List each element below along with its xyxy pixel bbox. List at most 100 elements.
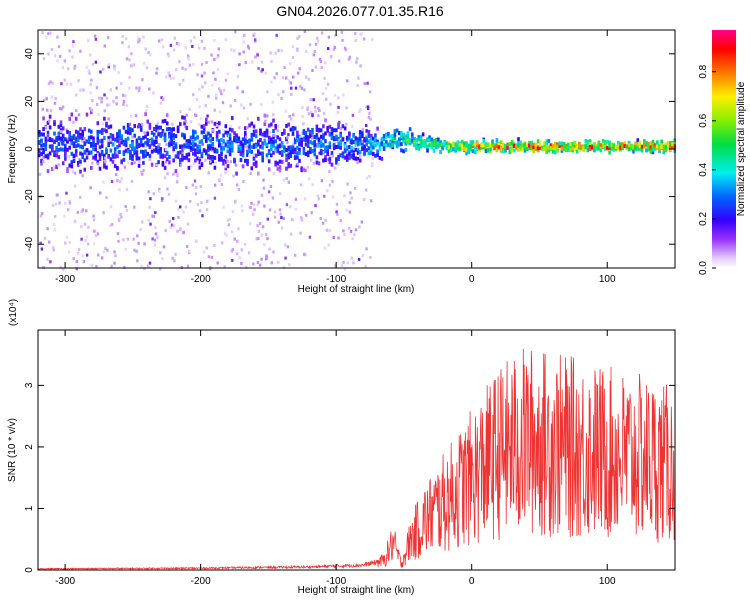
spectrogram-cell (192, 135, 195, 140)
spectrogram-cell (515, 143, 518, 148)
spectrogram-cell (517, 141, 520, 145)
spectrogram-cell (246, 152, 249, 157)
spectrogram-cell (194, 142, 197, 147)
spectrogram-scatter-cell (61, 66, 64, 70)
spectrogram-cell (276, 161, 280, 166)
spectrogram-cell (398, 131, 401, 136)
spectrogram-scatter-cell (105, 96, 109, 100)
spectrogram-cell (634, 145, 637, 150)
spectrogram-cell (265, 142, 269, 147)
spectrogram-scatter-cell (231, 230, 234, 234)
spectrogram-scatter-cell (240, 204, 244, 208)
spectrogram-cell (508, 150, 512, 155)
spectrogram-scatter-cell (192, 161, 196, 165)
spectrogram-scatter-cell (348, 141, 352, 145)
spectrogram-scatter-cell (166, 172, 169, 176)
spectrogram-cell (558, 141, 561, 146)
spectrogram-scatter-cell (85, 253, 89, 257)
spectrogram-cell (237, 136, 241, 141)
spectrogram-scatter-cell (182, 78, 185, 82)
spectrogram-cell (356, 140, 360, 145)
spectrogram-cell (296, 151, 299, 156)
spectrogram-scatter-cell (240, 103, 243, 107)
spectrogram-scatter-cell (257, 237, 260, 240)
spectrogram-cell (194, 130, 197, 135)
spectrogram-scatter-cell (245, 265, 248, 269)
spectrogram-scatter-cell (127, 160, 130, 164)
spectrogram-scatter-cell (241, 209, 244, 213)
spectrogram-cell (233, 135, 236, 140)
y-tick-label: 1 (24, 505, 35, 511)
spectrogram-cell (666, 144, 670, 149)
spectrogram-cell (53, 122, 56, 127)
spectrogram-scatter-cell (268, 247, 271, 251)
spectrogram-cell (304, 152, 308, 156)
spectrogram-cell (40, 151, 43, 156)
spectrogram-scatter-cell (366, 81, 369, 85)
spectrogram-scatter-cell (141, 172, 144, 176)
spectrogram-scatter-cell (117, 71, 120, 75)
spectrogram-scatter-cell (368, 90, 372, 94)
spectrogram-scatter-cell (322, 111, 326, 115)
spectrogram-scatter-cell (305, 75, 308, 79)
spectrogram-scatter-cell (291, 55, 295, 59)
spectrogram-cell (87, 150, 91, 155)
spectrogram-cell (70, 141, 74, 146)
spectrogram-scatter-cell (115, 86, 118, 90)
spectrogram-cell (354, 147, 358, 152)
spectrogram-cell (90, 150, 93, 155)
spectrogram-scatter-cell (261, 68, 264, 72)
spectrogram-cell (267, 140, 271, 145)
spectrogram-scatter-cell (163, 176, 167, 180)
spectrogram-scatter-cell (330, 54, 333, 58)
spectrogram-scatter-cell (191, 183, 194, 187)
spectrogram-cell (92, 155, 95, 160)
spectrogram-scatter-cell (237, 227, 240, 231)
spectrogram-scatter-cell (343, 46, 347, 50)
spectrogram-cell (369, 135, 373, 140)
spectrogram-scatter-cell (51, 81, 54, 85)
spectrogram-scatter-cell (220, 241, 224, 245)
spectrogram-scatter-cell (112, 99, 115, 103)
spectrogram-scatter-cell (242, 179, 245, 183)
spectrogram-scatter-cell (242, 50, 245, 54)
spectrogram-scatter-cell (162, 45, 165, 49)
spectrogram-cell (365, 133, 368, 138)
spectrogram-cell (512, 148, 516, 153)
spectrogram-scatter-cell (173, 259, 176, 263)
spectrogram-scatter-cell (245, 145, 248, 149)
spectrogram-cell (131, 157, 134, 162)
spectrogram-cell (189, 145, 193, 150)
spectrogram-cell (408, 127, 412, 132)
spectrogram-cell (376, 153, 379, 158)
spectrogram-scatter-cell (195, 239, 198, 243)
spectrogram-cell (571, 146, 575, 151)
spectrogram-scatter-cell (121, 35, 124, 38)
spectrogram-cell (224, 166, 228, 171)
spectrogram-cell (419, 142, 423, 147)
spectrogram-cell (46, 130, 50, 135)
spectrogram-cell (588, 139, 592, 144)
spectrogram-scatter-cell (90, 263, 93, 267)
spectrogram-scatter-cell (52, 248, 55, 252)
spectrogram-cell (458, 147, 462, 152)
spectrogram-cell (57, 155, 61, 160)
spectrogram-cell (437, 137, 440, 142)
spectrogram-cell (428, 143, 431, 148)
spectrogram-scatter-cell (249, 102, 252, 106)
spectrogram-scatter-cell (262, 178, 265, 182)
spectrogram-cell (205, 137, 208, 142)
spectrogram-cell (57, 135, 61, 140)
spectrogram-cell (309, 134, 312, 139)
spectrogram-scatter-cell (284, 256, 287, 260)
spectrogram-cell (374, 143, 377, 148)
spectrogram-cell (168, 127, 171, 131)
spectrogram-scatter-cell (77, 79, 80, 83)
spectrogram-cell (72, 159, 76, 163)
spectrogram-cell (254, 153, 258, 158)
spectrogram-cell (604, 146, 607, 151)
spectrogram-scatter-cell (226, 72, 230, 76)
spectrogram-scatter-cell (317, 106, 320, 110)
spectrogram-cell (215, 137, 219, 142)
